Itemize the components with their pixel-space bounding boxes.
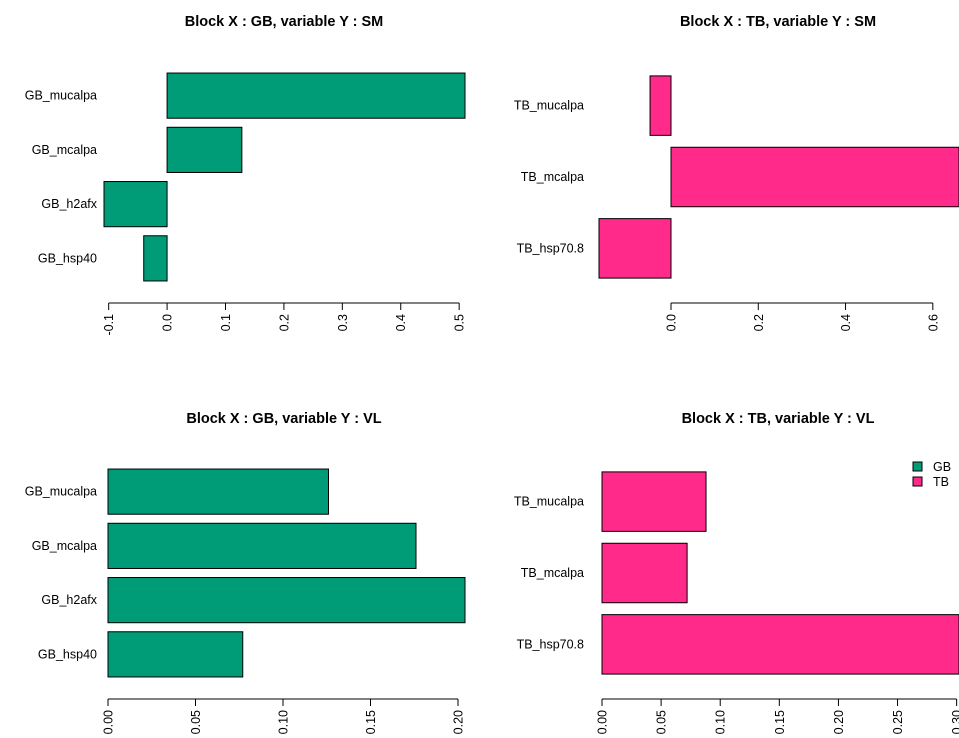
chart-panel-3: Block X : GB, variable Y : VL GB_mucalpa G… [25,411,466,734]
legend-swatch-GB [912,461,923,472]
bar-label: TB_hsp70.8 [517,637,584,651]
x-tick-label: 0.0 [665,314,679,331]
bar-TB_hsp70.8 [598,218,672,279]
chart-title: Block X : GB, variable Y : VL [186,411,381,427]
bar-GB_mcalpa [107,522,417,569]
x-tick-label: 0.3 [336,314,350,331]
bar-TB_mcalpa [670,146,959,208]
x-tick-label: 0.05 [189,710,203,734]
x-tick-label: 0.00 [102,710,116,734]
chart-panel-2: Block X : TB, variable Y : SM TB_mucalpa T… [514,14,959,331]
bar-GB_hsp40 [143,235,168,282]
bar-TB_mucalpa [601,471,707,532]
x-tick-label: 0.10 [714,710,728,734]
x-tick-label: 0.6 [926,314,940,331]
chart-title: Block X : TB, variable Y : SM [680,14,876,30]
legend-label: GB [933,460,951,474]
bar-GB_h2afx [107,577,466,624]
x-tick-label: 0.25 [891,710,905,734]
chart-panel-1: Block X : GB, variable Y : SM GB_mucalpa G… [25,14,467,336]
x-tick-label: 0.30 [950,710,959,734]
bar-label: GB_hsp40 [38,647,97,661]
x-tick-label: 0.15 [773,710,787,734]
bar-TB_hsp70.8 [601,614,959,675]
x-tick-label: 0.2 [277,314,291,331]
x-tick-label: 0.00 [596,710,610,734]
bar-label: TB_mcalpa [521,170,584,184]
x-tick-label: 0.20 [452,710,466,734]
bar-TB_mcalpa [601,542,688,604]
x-tick-label: 0.4 [839,314,853,331]
bar-label: TB_mucalpa [514,99,584,113]
bar-GB_hsp40 [107,631,244,678]
legend-swatch-TB [912,476,923,487]
x-tick-label: 0.2 [752,314,766,331]
bar-GB_mcalpa [166,126,243,173]
x-tick-label: 0.10 [277,710,291,734]
x-tick-label: 0.5 [453,314,467,331]
bar-label: GB_mucalpa [25,485,97,499]
bar-label: GB_mcalpa [32,143,97,157]
x-tick-label: 0.4 [394,314,408,331]
x-tick-label: -0.1 [102,314,116,336]
bar-label: TB_hsp70.8 [517,241,584,255]
bar-label: GB_mucalpa [25,89,97,103]
x-tick-label: 0.0 [161,314,175,331]
legend-label: TB [933,475,949,489]
x-tick-label: 0.15 [364,710,378,734]
bar-label: TB_mucalpa [514,495,584,509]
bar-label: GB_mcalpa [32,539,97,553]
chart-panel-4: Block X : TB, variable Y : VL TB_mucalpa T… [514,411,959,734]
bar-label: GB_h2afx [41,197,97,211]
chart-title: Block X : TB, variable Y : VL [682,411,875,427]
x-tick-label: 0.05 [655,710,669,734]
bar-GB_mucalpa [107,468,329,515]
bar-label: TB_mcalpa [521,566,584,580]
bar-GB_mucalpa [166,72,466,119]
chart-title: Block X : GB, variable Y : SM [185,14,384,30]
bar-label: GB_hsp40 [38,251,97,265]
bar-GB_h2afx [103,181,168,228]
bar-label: GB_h2afx [41,593,97,607]
bar-TB_mucalpa [649,75,672,136]
x-tick-label: 0.20 [832,710,846,734]
x-tick-label: 0.1 [219,314,233,331]
